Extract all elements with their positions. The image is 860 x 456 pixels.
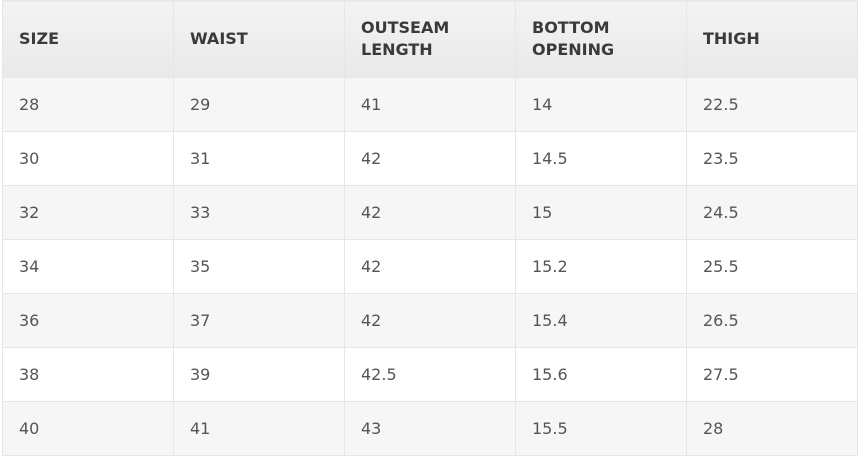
table-cell: 38: [2, 347, 174, 402]
table-cell: 42: [344, 293, 516, 348]
table-cell: 14: [515, 77, 687, 132]
column-header: SIZE: [2, 0, 174, 78]
table-cell: 42: [344, 185, 516, 240]
table-cell: 15.2: [515, 239, 687, 294]
table-cell: 15.5: [515, 401, 687, 456]
table-row: 38 39 42.5 15.6 27.5: [2, 347, 858, 402]
column-header: THIGH: [686, 0, 858, 78]
table-cell: 27.5: [686, 347, 858, 402]
table-row: 34 35 42 15.2 25.5: [2, 239, 858, 294]
column-header: OUTSEAM LENGTH: [344, 0, 516, 78]
table-cell: 32: [2, 185, 174, 240]
table-row: 32 33 42 15 24.5: [2, 185, 858, 240]
table-row: 36 37 42 15.4 26.5: [2, 293, 858, 348]
table-cell: 35: [173, 239, 345, 294]
table-cell: 30: [2, 131, 174, 186]
table-row: 30 31 42 14.5 23.5: [2, 131, 858, 186]
header-row: SIZE WAIST OUTSEAM LENGTH BOTTOM OPENING THI…: [2, 0, 858, 78]
table-cell: 28: [686, 401, 858, 456]
table-cell: 40: [2, 401, 174, 456]
table-cell: 41: [173, 401, 345, 456]
table-cell: 31: [173, 131, 345, 186]
table-cell: 15.4: [515, 293, 687, 348]
table-body: 28 29 41 14 22.5 30 31 42 14.5 23.5 32 33 42 15 24.5 34…: [2, 77, 858, 456]
table-cell: 26.5: [686, 293, 858, 348]
table-cell: 41: [344, 77, 516, 132]
table-cell: 42: [344, 131, 516, 186]
table-row: 40 41 43 15.5 28: [2, 401, 858, 456]
table-cell: 28: [2, 77, 174, 132]
table-cell: 25.5: [686, 239, 858, 294]
table-cell: 42: [344, 239, 516, 294]
table-cell: 22.5: [686, 77, 858, 132]
table-cell: 33: [173, 185, 345, 240]
table-cell: 39: [173, 347, 345, 402]
table-cell: 43: [344, 401, 516, 456]
table-cell: 42.5: [344, 347, 516, 402]
table-cell: 36: [2, 293, 174, 348]
column-header: BOTTOM OPENING: [515, 0, 687, 78]
table-cell: 23.5: [686, 131, 858, 186]
table-cell: 37: [173, 293, 345, 348]
table-cell: 14.5: [515, 131, 687, 186]
table-cell: 34: [2, 239, 174, 294]
table-cell: 15: [515, 185, 687, 240]
column-header: WAIST: [173, 0, 345, 78]
table-header: SIZE WAIST OUTSEAM LENGTH BOTTOM OPENING THI…: [2, 0, 858, 78]
table-cell: 15.6: [515, 347, 687, 402]
table-cell: 29: [173, 77, 345, 132]
table-cell: 24.5: [686, 185, 858, 240]
table-row: 28 29 41 14 22.5: [2, 77, 858, 132]
